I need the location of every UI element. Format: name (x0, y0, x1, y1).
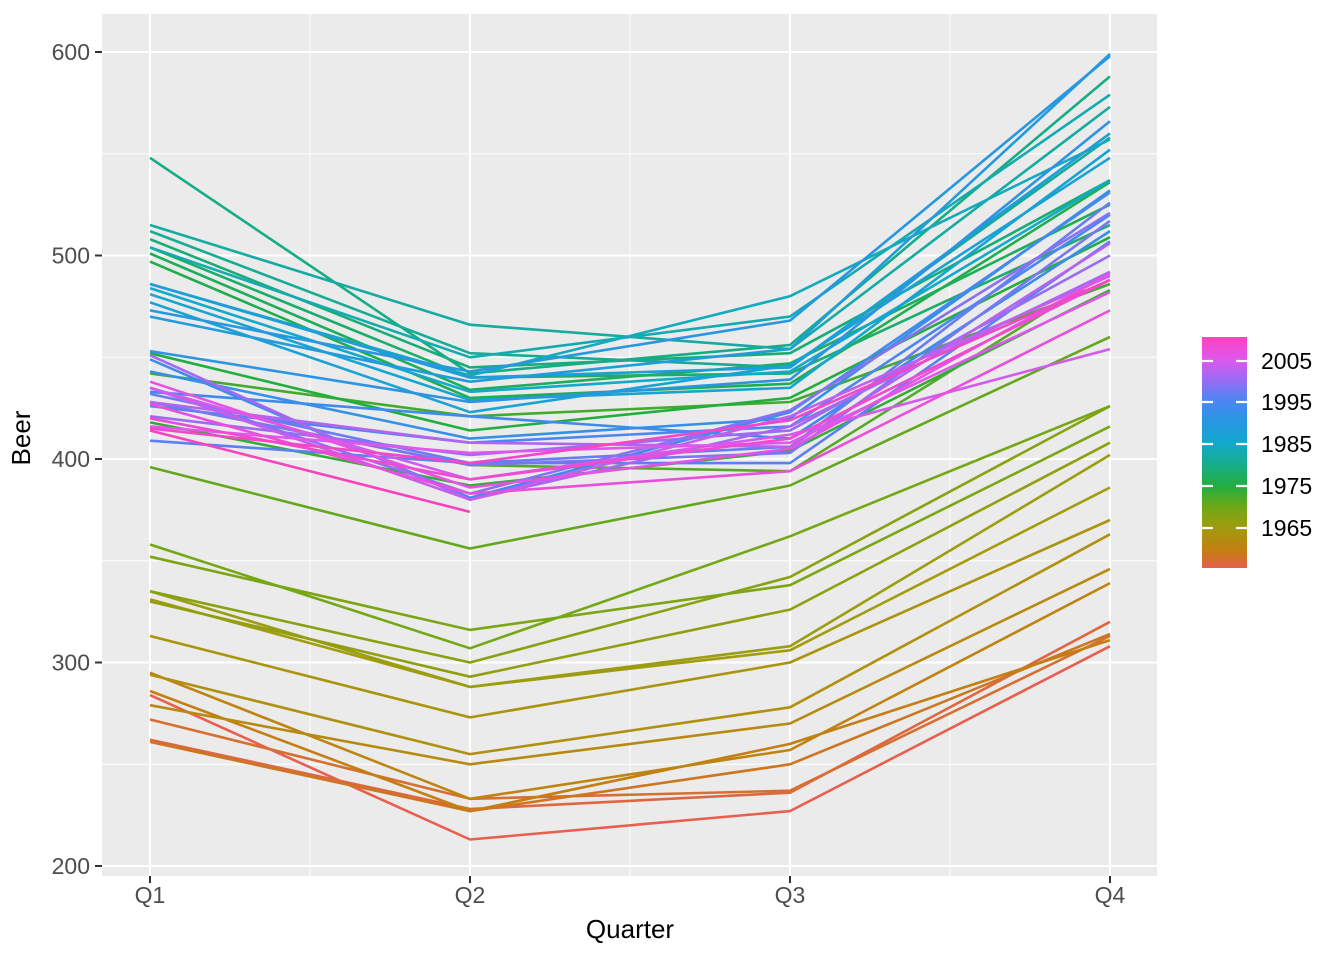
series-line-2005 (149, 290, 1111, 455)
series-line-1960 (149, 638, 1111, 813)
series-line-1987 (149, 156, 1111, 414)
series-line-1964 (149, 518, 1111, 719)
y-axis-title: Beer (6, 410, 36, 465)
series-line-1968 (149, 404, 1111, 664)
series-line-1978 (149, 223, 1111, 379)
series-line-2008 (149, 278, 1111, 481)
y-axis-tick-label: 600 (52, 39, 90, 65)
series-line-1981 (149, 136, 1111, 369)
legend-tick-label: 1965 (1261, 515, 1312, 541)
legend-tick-marks (1202, 359, 1247, 530)
series-line-1970 (149, 404, 1111, 650)
legend-tick-label: 2005 (1261, 348, 1312, 374)
legend-tick-label: 1985 (1261, 431, 1312, 457)
y-axis-tick-label: 300 (52, 650, 90, 676)
series-line-1963 (149, 533, 1111, 756)
series-line-1967 (149, 441, 1111, 679)
legend-tick-label: 1995 (1261, 389, 1312, 415)
series-line-1962 (149, 567, 1111, 766)
series-line-1959 (149, 632, 1111, 813)
y-axis-tick-label: 400 (52, 446, 90, 472)
series-line-1975 (149, 236, 1111, 432)
series-line-1958 (149, 634, 1111, 801)
series-line-1956 (149, 645, 1111, 841)
legend-tick-label: 1975 (1261, 473, 1312, 499)
axis-tick-marks (95, 51, 1111, 883)
y-axis-tick-label: 200 (52, 853, 90, 879)
series-line-1989 (149, 53, 1111, 384)
legend-colorbar (1202, 337, 1247, 568)
series-line-2009 (149, 278, 1111, 465)
x-axis-title: Quarter (586, 914, 674, 944)
series-line-1995 (149, 213, 1111, 445)
series-line-2006 (149, 272, 1111, 489)
x-axis-tick-label: Q4 (1095, 882, 1126, 908)
series-line-1993 (149, 230, 1111, 440)
series-line-2010 (149, 429, 471, 514)
series-line-1957 (149, 620, 1111, 811)
series-line-1971 (149, 335, 1111, 550)
series-line-1986 (149, 148, 1111, 402)
x-axis-tick-label: Q2 (455, 882, 486, 908)
x-axis-tick-label: Q3 (775, 882, 806, 908)
series-lines (149, 53, 1111, 841)
y-axis-tick-label: 500 (52, 243, 90, 269)
x-axis-tick-label: Q1 (135, 882, 166, 908)
series-line-1965 (149, 486, 1111, 689)
series-line-1991 (149, 120, 1111, 404)
series-line-1969 (149, 425, 1111, 632)
series-line-1990 (149, 55, 1111, 373)
